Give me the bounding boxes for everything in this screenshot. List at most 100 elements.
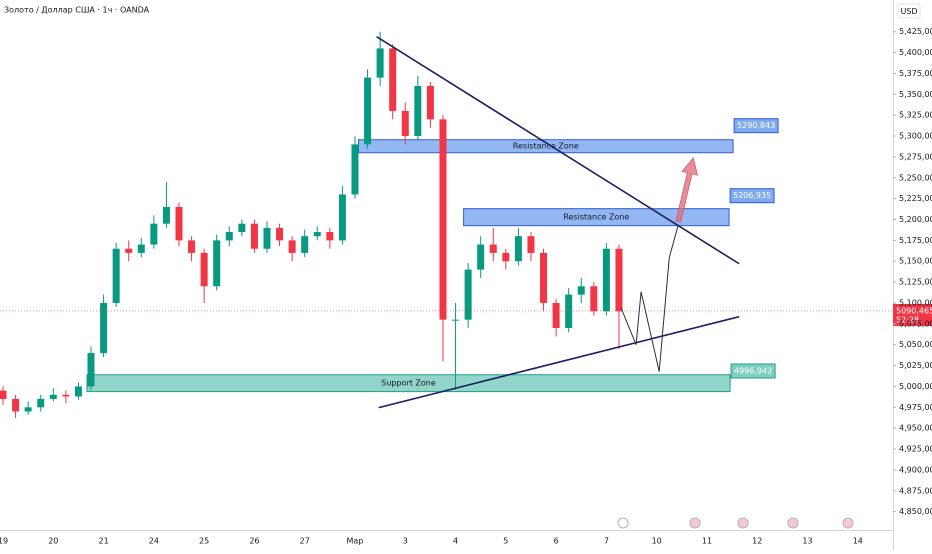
event-icon[interactable] <box>617 517 629 529</box>
event-icon[interactable] <box>842 517 854 529</box>
candle-body <box>376 48 384 78</box>
x-tick-label: 4 <box>453 537 458 546</box>
x-tick-label: 10 <box>652 537 662 546</box>
candle-body <box>276 227 284 241</box>
event-icon[interactable] <box>737 517 749 529</box>
x-tick-label: 26 <box>249 537 259 546</box>
x-tick-label: 7 <box>604 537 609 546</box>
x-tick-label: 24 <box>149 537 159 546</box>
target-arrow <box>675 157 698 223</box>
projection-path <box>620 224 679 372</box>
candle-body <box>489 244 497 253</box>
candle-body <box>175 206 183 241</box>
event-icon[interactable] <box>787 517 799 529</box>
y-tick-label: 5,025,000 <box>899 361 932 370</box>
zone-label: Support Zone <box>381 379 436 388</box>
candle-body <box>137 244 145 253</box>
zone <box>86 374 731 393</box>
x-tick-label: 11 <box>702 537 712 546</box>
event-icons[interactable] <box>617 517 854 529</box>
candle-body <box>238 223 246 233</box>
event-icon[interactable] <box>689 517 701 529</box>
candle-body <box>527 236 535 253</box>
x-tick-label: 21 <box>98 537 108 546</box>
candle-body <box>37 398 45 408</box>
candle-body <box>162 206 170 224</box>
y-tick-label: 5,050,000 <box>899 340 932 349</box>
y-tick-label: 5,350,000 <box>899 90 932 99</box>
y-tick-label: 4,850,000 <box>899 507 932 516</box>
candle-body <box>565 294 573 329</box>
candle-body <box>87 353 95 387</box>
candle-body <box>514 236 522 262</box>
candle-body <box>225 232 233 241</box>
candle-body <box>125 248 133 253</box>
candle-body <box>389 48 397 112</box>
zone-value-box <box>730 363 776 379</box>
candle-body <box>150 223 158 245</box>
candle-body <box>338 194 346 241</box>
y-tick-label: 5,150,000 <box>899 257 932 266</box>
trendline <box>376 36 740 265</box>
y-tick-label: 5,200,000 <box>899 215 932 224</box>
currency: USD <box>900 7 917 16</box>
candle-body <box>452 319 460 321</box>
symbol-title: Золото / Доллар США · 1ч · OANDA <box>4 6 150 15</box>
candle-body <box>351 144 359 195</box>
candle-body <box>464 269 472 320</box>
y-tick-label: 5,300,000 <box>899 132 932 141</box>
x-tick-label: 6 <box>554 537 559 546</box>
y-tick-label: 4,975,000 <box>899 403 932 412</box>
y-tick-label: 5,125,000 <box>899 278 932 287</box>
candle-body <box>62 394 70 397</box>
x-tick-label: 14 <box>853 537 863 546</box>
zone <box>358 139 734 154</box>
y-tick-label: 5,075,000 <box>899 319 932 328</box>
countdown-label: 52:28 <box>896 315 919 324</box>
y-tick-label: 4,875,000 <box>899 486 932 495</box>
candle-body <box>426 85 434 120</box>
x-tick-label: 3 <box>403 537 408 546</box>
x-tick-label: 19 <box>0 537 8 546</box>
candle-body <box>602 248 610 312</box>
candle-body <box>477 244 485 270</box>
zone-label: Resistance Zone <box>513 142 579 151</box>
y-tick-label: 5,400,000 <box>899 48 932 57</box>
candle-body <box>49 394 57 399</box>
last-price-box <box>893 303 932 326</box>
zone-value-box <box>733 118 779 134</box>
zone-value-label: 5206,935 <box>733 191 771 200</box>
candle-body <box>112 248 120 303</box>
x-tick-label: 20 <box>48 537 58 546</box>
x-tick-label: 13 <box>802 537 812 546</box>
candle-body <box>263 227 271 249</box>
candle-body <box>12 398 20 412</box>
y-tick-label: 4,900,000 <box>899 465 932 474</box>
x-tick-label: 5 <box>503 537 508 546</box>
y-tick-label: 4,950,000 <box>899 424 932 433</box>
x-tick-label: Мар <box>347 537 364 546</box>
x-tick-label: 25 <box>199 537 209 546</box>
candle-body <box>188 240 196 253</box>
candle-body <box>0 390 7 399</box>
candle-body <box>288 240 296 253</box>
candle-body <box>552 302 560 329</box>
x-tick-label: 27 <box>300 537 310 546</box>
candle-body <box>24 407 32 412</box>
candle-body <box>200 252 208 287</box>
y-tick-label: 5,250,000 <box>899 173 932 182</box>
zone <box>463 208 730 227</box>
zone-value-label: 4996,942 <box>734 366 772 375</box>
x-tick-label: 12 <box>752 537 762 546</box>
y-tick-label: 5,425,000 <box>899 27 932 36</box>
candle-body <box>590 286 598 312</box>
candle-body <box>301 236 309 253</box>
zone-label: Resistance Zone <box>563 213 629 222</box>
candle-body <box>439 119 447 320</box>
candle-body <box>502 252 510 262</box>
candle-body <box>401 111 409 137</box>
y-tick-label: 5,375,000 <box>899 69 932 78</box>
candle-body <box>213 240 221 287</box>
candle-body <box>615 248 623 312</box>
